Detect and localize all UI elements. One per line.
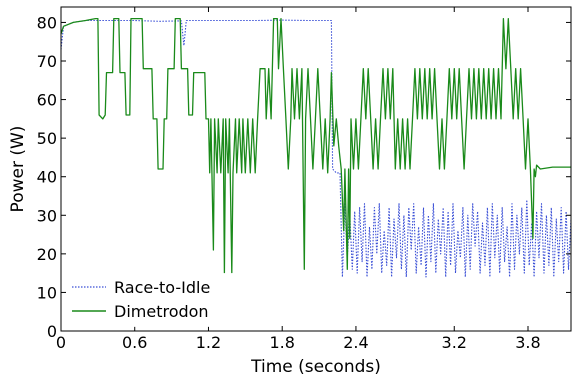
x-tick-label: 2.4: [343, 333, 368, 352]
legend-box: [66, 273, 236, 327]
y-tick-label: 30: [37, 206, 57, 225]
x-tick-label: 3.2: [442, 333, 467, 352]
y-tick-label: 80: [37, 13, 57, 32]
x-tick-label: 1.8: [269, 333, 294, 352]
y-tick-label: 0: [47, 322, 57, 341]
x-axis-label: Time (seconds): [250, 357, 381, 377]
y-axis-ticks: 0 10 20 30 40 50 60 70 80: [37, 13, 571, 341]
y-tick-label: 50: [37, 129, 57, 148]
y-tick-label: 40: [37, 168, 57, 187]
legend-label-race-to-idle: Race-to-Idle: [114, 278, 210, 297]
x-tick-label: 0: [56, 333, 66, 352]
y-axis-label: Power (W): [8, 126, 28, 213]
series-line-dimetrodon: [60, 17, 571, 274]
x-tick-label: 3.8: [515, 333, 540, 352]
x-tick-label: 1.2: [196, 333, 221, 352]
y-tick-label: 20: [37, 245, 57, 264]
plot-frame: [60, 6, 572, 332]
legend: Race-to-Idle Dimetrodon: [66, 273, 236, 327]
y-tick-label: 70: [37, 52, 57, 71]
series-line-race-to-idle: [60, 19, 572, 278]
y-tick-label: 60: [37, 91, 57, 110]
x-tick-label: 0.6: [122, 333, 147, 352]
x-axis-ticks: 0 0.6 1.2 1.8 2.4 3.2 3.8: [56, 7, 541, 352]
legend-label-dimetrodon: Dimetrodon: [114, 302, 209, 321]
y-tick-label: 10: [37, 283, 57, 302]
plot-lines: [60, 17, 572, 278]
